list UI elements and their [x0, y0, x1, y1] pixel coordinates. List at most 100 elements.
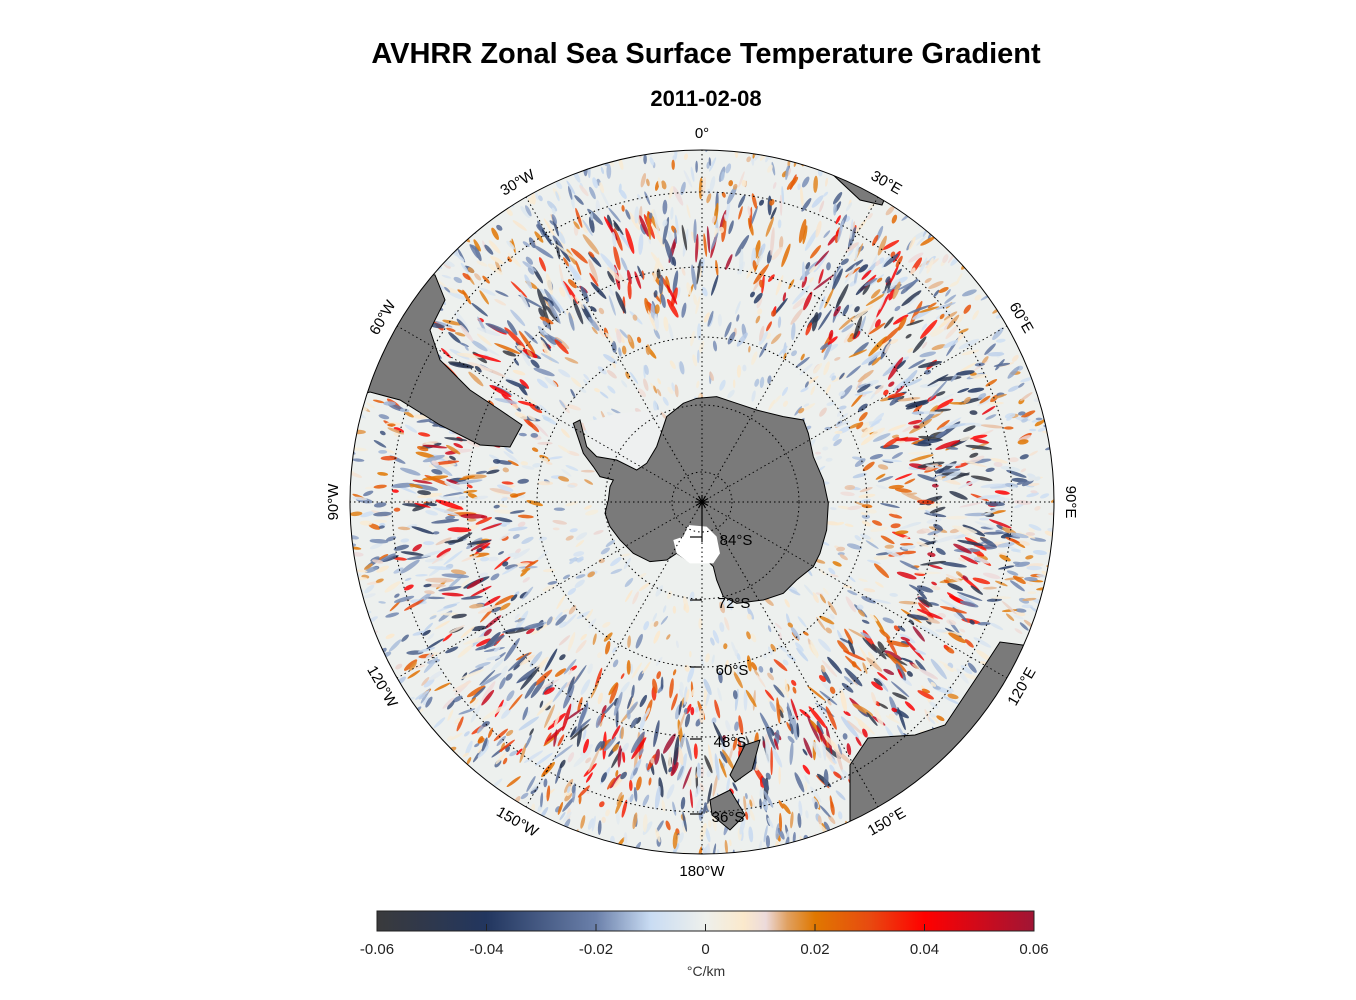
- gradient-streak: [500, 497, 508, 501]
- gradient-streak: [481, 681, 496, 702]
- gradient-streak: [445, 515, 456, 520]
- gradient-streak: [987, 351, 1005, 357]
- gradient-streak: [494, 556, 512, 570]
- gradient-streak: [934, 408, 952, 412]
- gradient-streak: [907, 206, 917, 217]
- gradient-streak: [862, 461, 875, 472]
- gradient-streak: [483, 628, 492, 637]
- gradient-streak: [846, 743, 852, 756]
- gradient-streak: [953, 613, 963, 620]
- chart-title: AVHRR Zonal Sea Surface Temperature Grad…: [371, 38, 1041, 70]
- gradient-streak: [868, 322, 886, 335]
- gradient-streak: [587, 818, 594, 830]
- gradient-streak: [870, 289, 881, 299]
- gradient-streak: [579, 158, 584, 172]
- gradient-streak: [522, 586, 534, 600]
- gradient-streak: [876, 277, 883, 283]
- gradient-streak: [443, 491, 468, 497]
- gradient-streak: [425, 596, 445, 600]
- gradient-streak: [613, 219, 624, 236]
- gradient-streak: [539, 316, 554, 325]
- gradient-streak: [877, 476, 894, 483]
- gradient-streak: [435, 537, 452, 546]
- gradient-streak: [800, 353, 805, 361]
- gradient-streak: [847, 227, 856, 250]
- gradient-streak: [536, 378, 549, 389]
- gradient-streak: [516, 665, 541, 683]
- gradient-streak: [754, 240, 761, 259]
- gradient-streak: [819, 200, 825, 213]
- gradient-streak: [738, 206, 743, 220]
- gradient-streak: [728, 220, 734, 235]
- gradient-streak: [407, 670, 421, 679]
- longitude-label: 60°E: [1006, 299, 1037, 336]
- gradient-streak: [558, 476, 570, 482]
- gradient-streak: [627, 281, 632, 300]
- gradient-streak: [544, 376, 558, 388]
- gradient-streak: [759, 342, 768, 358]
- longitude-label: 180°W: [679, 863, 725, 880]
- gradient-streak: [861, 269, 872, 280]
- gradient-streak: [522, 241, 530, 247]
- gradient-streak: [867, 315, 878, 336]
- gradient-streak: [516, 345, 525, 351]
- gradient-streak: [892, 692, 908, 700]
- gradient-streak: [818, 835, 826, 847]
- gradient-streak: [786, 176, 799, 190]
- gradient-streak: [918, 306, 940, 313]
- gradient-streak: [888, 484, 905, 490]
- colorbar-tick-label: -0.06: [359, 941, 395, 958]
- latitude-label: 48°S: [714, 734, 747, 751]
- gradient-streak: [945, 646, 955, 654]
- gradient-streak: [908, 359, 926, 370]
- gradient-streak: [579, 216, 588, 234]
- gradient-streak: [985, 379, 998, 387]
- gradient-streak: [773, 394, 782, 405]
- gradient-streak: [959, 501, 983, 508]
- gradient-streak: [711, 654, 715, 664]
- gradient-streak: [823, 342, 832, 361]
- gradient-streak: [813, 362, 823, 374]
- gradient-streak: [856, 421, 864, 430]
- gradient-streak: [1018, 382, 1025, 388]
- gradient-streak: [939, 561, 967, 568]
- gradient-streak: [403, 659, 418, 671]
- gradient-streak: [609, 774, 621, 789]
- gradient-streak: [822, 446, 829, 451]
- gradient-streak: [620, 257, 628, 272]
- gradient-streak: [385, 449, 396, 454]
- gradient-streak: [675, 214, 679, 235]
- gradient-streak: [458, 708, 476, 715]
- gradient-streak: [777, 316, 782, 329]
- gradient-streak: [825, 384, 832, 395]
- gradient-streak: [835, 521, 845, 526]
- gradient-streak: [789, 698, 794, 718]
- gradient-streak: [364, 486, 375, 490]
- gradient-streak: [778, 345, 788, 356]
- gradient-streak: [378, 525, 385, 529]
- gradient-streak: [842, 650, 866, 661]
- gradient-streak: [460, 595, 483, 600]
- gradient-streak: [861, 520, 871, 527]
- gradient-streak: [411, 526, 434, 535]
- gradient-streak: [484, 244, 494, 255]
- gradient-streak: [672, 186, 684, 206]
- gradient-streak: [416, 445, 429, 452]
- gradient-streak: [998, 565, 1015, 570]
- gradient-streak: [560, 428, 570, 438]
- gradient-streak: [559, 654, 566, 661]
- gradient-streak: [423, 541, 435, 546]
- gradient-streak: [885, 715, 900, 724]
- gradient-streak: [791, 679, 797, 686]
- gradient-streak: [653, 290, 658, 298]
- gradient-streak: [563, 166, 567, 176]
- gradient-streak: [818, 309, 832, 331]
- gradient-streak: [492, 778, 503, 789]
- gradient-streak: [479, 290, 489, 305]
- gradient-streak: [823, 191, 829, 197]
- gradient-streak: [515, 548, 521, 554]
- gradient-streak: [870, 526, 888, 532]
- gradient-streak: [845, 655, 862, 672]
- gradient-streak: [838, 405, 847, 410]
- gradient-streak: [927, 302, 937, 309]
